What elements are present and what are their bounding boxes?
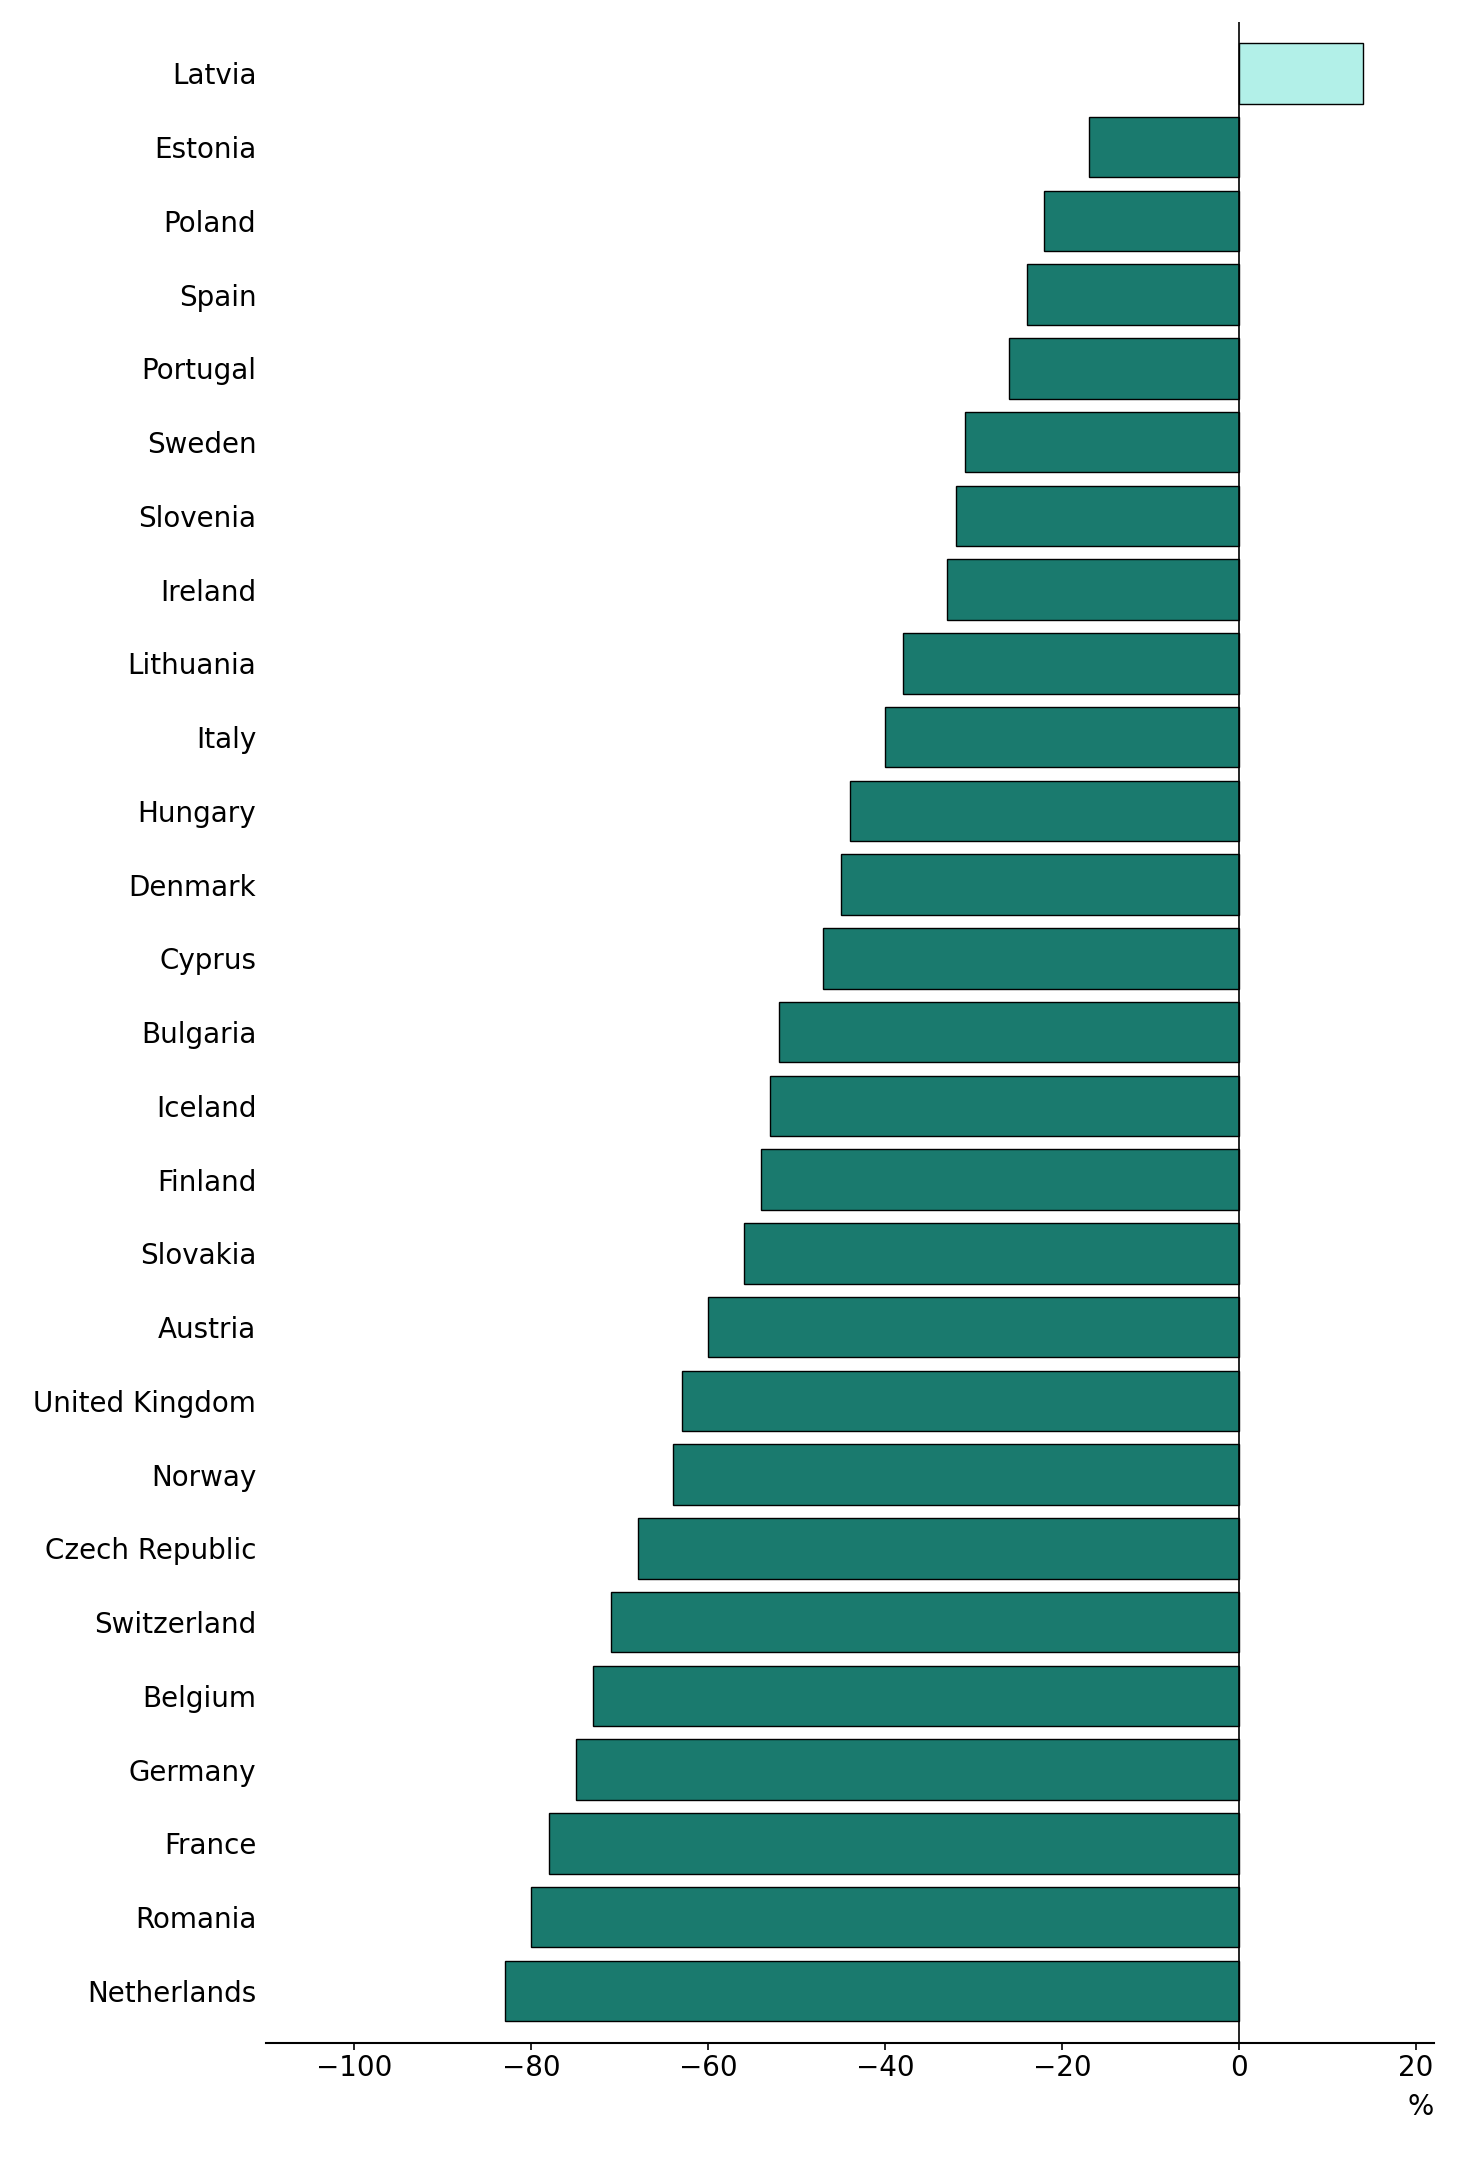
Bar — [947, 558, 1239, 619]
Bar — [593, 1667, 1239, 1725]
Bar — [965, 413, 1239, 472]
Bar — [505, 1960, 1239, 2021]
Bar — [841, 854, 1239, 915]
Bar — [823, 928, 1239, 989]
Bar — [1089, 117, 1239, 178]
Bar — [550, 1812, 1239, 1873]
Bar — [610, 1593, 1239, 1651]
Text: %: % — [1407, 2093, 1434, 2121]
Bar — [672, 1445, 1239, 1506]
Bar — [885, 706, 1239, 767]
Bar — [532, 1886, 1239, 1947]
Bar — [708, 1297, 1239, 1358]
Bar — [1009, 339, 1239, 398]
Bar — [681, 1371, 1239, 1432]
Bar — [770, 1076, 1239, 1136]
Bar — [779, 1002, 1239, 1063]
Bar — [850, 780, 1239, 841]
Bar — [1045, 191, 1239, 252]
Bar — [575, 1738, 1239, 1799]
Bar — [1239, 43, 1363, 104]
Bar — [637, 1519, 1239, 1580]
Bar — [1027, 265, 1239, 324]
Bar — [903, 632, 1239, 693]
Bar — [743, 1223, 1239, 1284]
Bar — [761, 1150, 1239, 1210]
Bar — [956, 485, 1239, 545]
